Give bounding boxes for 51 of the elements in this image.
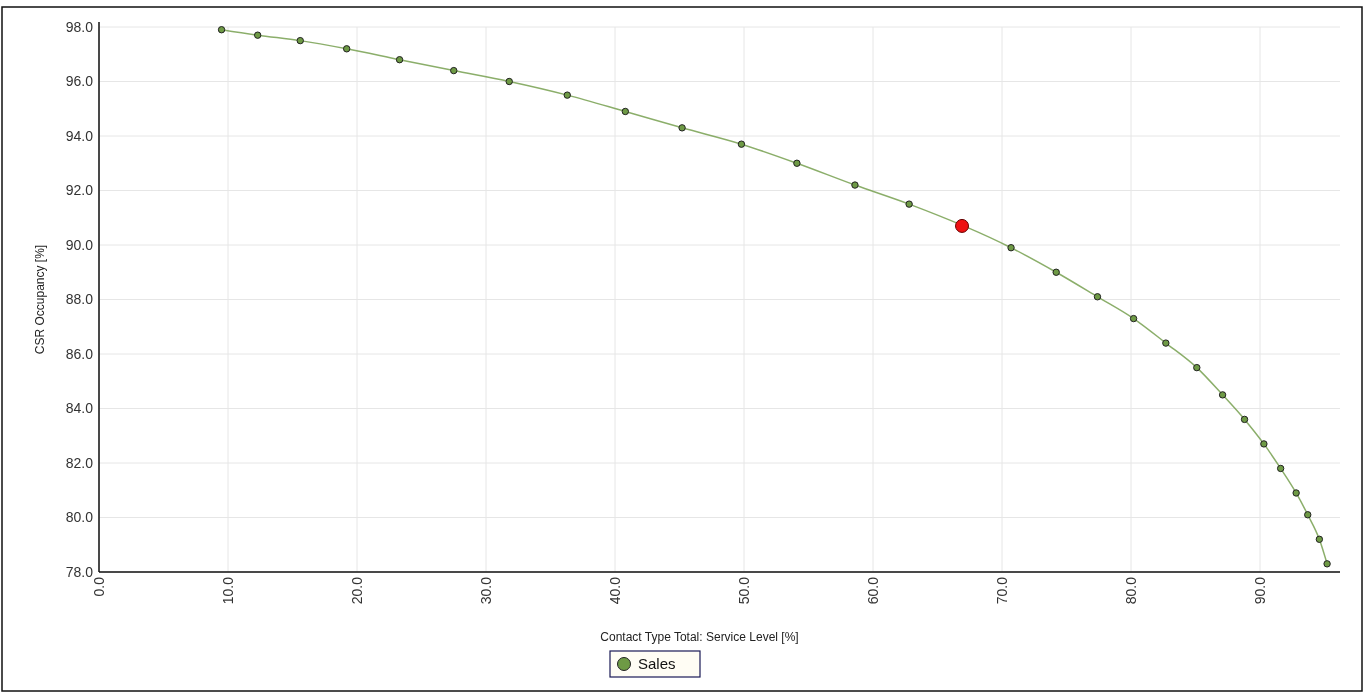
point	[1240, 415, 1249, 424]
y-tick-label: 90.0	[65, 236, 94, 253]
point	[955, 218, 970, 233]
point	[1093, 293, 1102, 301]
x-tick-label: 20.0	[348, 576, 365, 605]
point	[851, 181, 859, 189]
y-axis-title: CSR Occupancy [%]	[33, 244, 47, 355]
x-axis-title: Contact Type Total: Service Level [%]	[600, 630, 799, 644]
point	[563, 91, 571, 99]
point	[1315, 535, 1324, 543]
y-tick-label: 84.0	[65, 400, 94, 417]
point	[1193, 363, 1201, 372]
x-tick-label: 40.0	[606, 576, 623, 605]
y-tick-label: 94.0	[65, 127, 94, 144]
x-tick-label: 70.0	[993, 576, 1010, 605]
y-tick-label: 88.0	[65, 291, 94, 308]
x-tick-label: 10.0	[219, 576, 236, 605]
point	[296, 36, 304, 45]
x-tick-label: 80.0	[1122, 576, 1139, 605]
x-tick-label: 30.0	[477, 576, 494, 605]
point	[1323, 560, 1331, 568]
point	[1007, 244, 1015, 252]
legend-label: Sales	[638, 655, 676, 673]
y-tick-label: 86.0	[65, 345, 94, 362]
point	[395, 56, 404, 64]
y-tick-label: 80.0	[65, 509, 94, 526]
point	[505, 77, 513, 86]
point	[1129, 314, 1138, 323]
point	[342, 45, 351, 53]
point	[793, 159, 801, 167]
point	[1218, 391, 1227, 399]
point	[1162, 339, 1170, 347]
point	[450, 66, 458, 75]
x-tick-label: 60.0	[864, 576, 881, 605]
point	[621, 107, 630, 116]
point	[1292, 489, 1300, 497]
y-tick-label: 96.0	[65, 73, 94, 90]
point	[1260, 440, 1268, 448]
y-tick-label: 98.0	[65, 18, 94, 35]
point	[217, 26, 226, 34]
point	[678, 124, 686, 132]
x-tick-label: 50.0	[735, 576, 752, 605]
point	[1304, 511, 1312, 519]
x-tick-label: 90.0	[1251, 576, 1268, 605]
point	[1276, 464, 1285, 473]
point	[737, 140, 746, 148]
point	[1052, 268, 1060, 276]
point	[253, 31, 262, 39]
y-tick-label: 82.0	[65, 454, 94, 471]
point	[905, 200, 913, 208]
y-tick-label: 92.0	[65, 182, 94, 199]
